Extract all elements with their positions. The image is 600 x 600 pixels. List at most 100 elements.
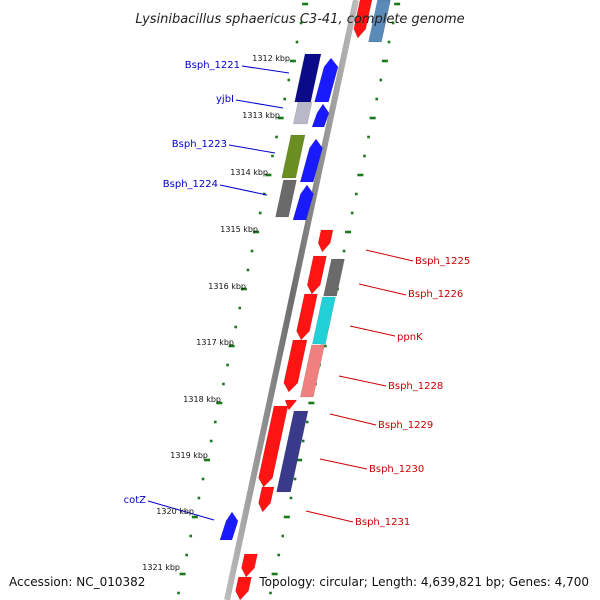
kbp-tick-1317: 1317 kbp (196, 338, 234, 347)
track-dot (234, 325, 237, 329)
gene-bsph-1231[interactable] (258, 486, 275, 513)
gene-yjbi[interactable] (292, 101, 313, 125)
leader-ppnk (349, 325, 396, 337)
gene-bsph-1225[interactable] (317, 229, 334, 253)
gene-label-bsph-1231[interactable]: Bsph_1231 (355, 517, 410, 528)
track-dot (295, 40, 299, 44)
gene-ppnk[interactable] (296, 293, 318, 341)
track-dot (209, 439, 213, 443)
track-dot (289, 496, 293, 500)
track-dot (387, 40, 391, 44)
track-dot (191, 515, 198, 519)
gene-bsph-1229[interactable] (284, 399, 297, 411)
track-dot (289, 59, 296, 63)
gene-label-bsph-1228[interactable]: Bsph_1228 (388, 381, 443, 392)
track-dot (375, 97, 379, 101)
kbp-ticks: 1312 kbp 1313 kbp 1314 kbp 1315 kbp 1316… (142, 54, 290, 572)
track-dot (302, 2, 309, 6)
track-dot (379, 78, 383, 82)
track-dot (369, 116, 376, 120)
gene-label-bsph-1223[interactable]: Bsph_1223 (172, 139, 227, 150)
track-dot (381, 59, 388, 63)
track-dot (197, 496, 201, 500)
gene-label-bsph-1225[interactable]: Bsph_1225 (415, 256, 470, 267)
leader-bsph-1225 (365, 249, 414, 262)
track-dot (345, 230, 352, 234)
track-dot (204, 458, 211, 462)
gene-yjbi-strand2[interactable] (311, 103, 330, 128)
track-dot (246, 268, 250, 272)
gene-label-cotz[interactable]: cotZ (124, 495, 147, 506)
kbp-tick-1319: 1319 kbp (170, 451, 208, 460)
track-dot (308, 401, 315, 405)
gene-label-ppnk[interactable]: ppnK (397, 332, 423, 343)
track-dot (240, 287, 247, 291)
gene-bsph-1226[interactable] (306, 255, 327, 295)
kbp-tick-1312: 1312 kbp (252, 54, 290, 63)
gene-bsph-1228-strand2[interactable] (299, 344, 325, 398)
track-dot (177, 591, 180, 595)
track-dot (258, 211, 262, 215)
leader-bsph-1226 (358, 283, 407, 296)
kbp-tick-1313: 1313 kbp (242, 111, 280, 120)
gene-label-yjbi[interactable]: yjbI (216, 94, 234, 105)
track-dot (222, 382, 225, 386)
track-dot (269, 591, 272, 595)
track-dot (271, 572, 278, 576)
gene-bsph-1223-strand2[interactable] (299, 138, 323, 183)
gene-ppnk-strand2[interactable] (312, 296, 336, 345)
gene-bsph-1223[interactable] (281, 134, 306, 179)
gene-bsph-1228[interactable] (283, 339, 308, 393)
gene-label-bsph-1226[interactable]: Bsph_1226 (408, 289, 463, 300)
gene-label-bsph-1221[interactable]: Bsph_1221 (185, 60, 240, 71)
track-dot (189, 534, 193, 538)
leader-yjbi (235, 99, 284, 109)
kbp-tick-1318: 1318 kbp (183, 395, 221, 404)
gene-prev-1[interactable] (353, 0, 373, 39)
left-gene-labels: Bsph_1221 yjbI Bsph_1223 Bsph_1224 cotZ (124, 60, 240, 506)
leader-bsph-1224 (219, 184, 268, 196)
track-dot (271, 154, 274, 158)
track-dot (296, 458, 303, 462)
track-dot (281, 534, 285, 538)
leader-bsph-1228 (338, 375, 387, 387)
label-leaders (147, 65, 414, 523)
gene-bsph-1224-strand2[interactable] (292, 184, 314, 221)
gene-label-bsph-1229[interactable]: Bsph_1229 (378, 420, 433, 431)
track-dot (250, 249, 254, 253)
map-title: Lysinibacillus sphaericus C3-41, complet… (135, 12, 464, 27)
gene-prev-2[interactable] (368, 0, 391, 43)
track-dot (213, 420, 217, 424)
topology-text: Topology: circular; Length: 4,639,821 bp… (258, 575, 589, 589)
leader-bsph-1221 (241, 65, 290, 74)
track-dot (367, 135, 370, 139)
track-dot (201, 477, 205, 481)
accession-text: Accession: NC_010382 (9, 575, 145, 589)
leader-bsph-1230 (319, 458, 368, 470)
kbp-tick-1320: 1320 kbp (156, 507, 194, 516)
kbp-tick-1315: 1315 kbp (220, 225, 258, 234)
track-dot (354, 192, 358, 196)
gene-bsph-1224[interactable] (275, 179, 297, 218)
gene-label-bsph-1230[interactable]: Bsph_1230 (369, 464, 424, 475)
track-dot (305, 420, 309, 424)
track-guides (177, 2, 401, 595)
gene-bsph-1221-strand2[interactable] (314, 57, 339, 103)
gene-bsph-1230-strand2[interactable] (276, 410, 309, 493)
leader-cotz (147, 500, 215, 521)
kbp-tick-1314: 1314 kbp (230, 168, 268, 177)
leader-bsph-1231 (305, 510, 354, 523)
gene-bsph-1230[interactable] (258, 405, 289, 488)
gene-bsph-1226-strand2[interactable] (323, 258, 345, 297)
track-dot (350, 211, 354, 215)
gene-next-1[interactable] (241, 553, 258, 578)
track-dot (299, 21, 303, 25)
track-dot (277, 116, 284, 120)
gene-next-2[interactable] (235, 576, 252, 600)
track-dot (342, 249, 346, 253)
track-dot (253, 230, 260, 234)
gene-cotz[interactable] (219, 511, 239, 541)
kbp-tick-1321: 1321 kbp (142, 563, 180, 572)
gene-label-bsph-1224[interactable]: Bsph_1224 (163, 179, 218, 190)
